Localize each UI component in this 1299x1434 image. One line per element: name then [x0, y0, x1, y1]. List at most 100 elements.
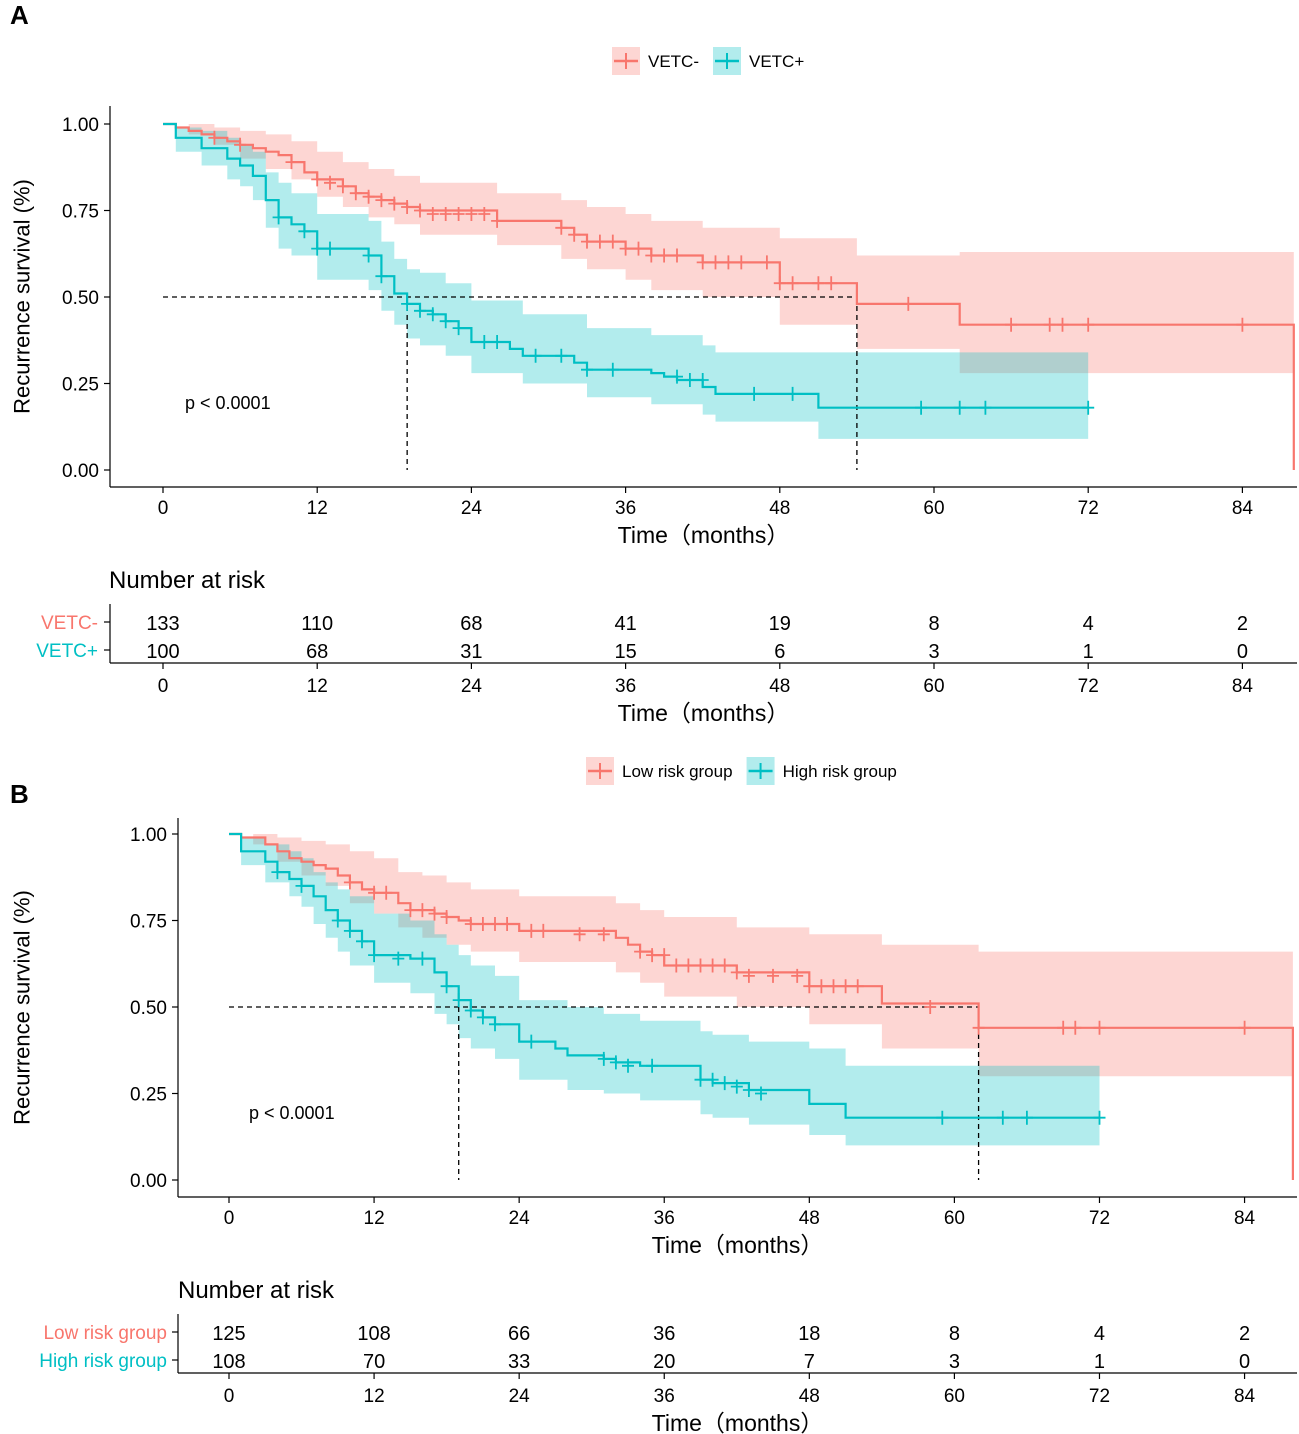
risk-count: 4: [1083, 613, 1094, 635]
censor-mark: [404, 903, 417, 918]
x-tick-label: 24: [509, 1208, 531, 1229]
censor-mark: [658, 948, 671, 963]
risk-table-title: Number at risk: [178, 1277, 335, 1304]
censor-mark: [295, 878, 308, 893]
censor-mark: [646, 1058, 659, 1073]
censor-mark: [388, 196, 401, 211]
risk-count: 66: [508, 1323, 530, 1345]
censor-mark: [634, 944, 647, 959]
censor-mark: [439, 314, 452, 329]
censor-mark: [428, 906, 441, 921]
censor-mark: [581, 362, 593, 377]
censor-mark: [336, 179, 349, 194]
risk-count: 2: [1239, 1323, 1250, 1345]
censor-mark: [646, 948, 659, 963]
risk-x-tick-label: 84: [1234, 1386, 1256, 1407]
censor-mark: [645, 248, 658, 263]
x-tick-label: 48: [799, 1208, 820, 1229]
censor-mark: [670, 958, 683, 973]
x-axis-title: Time（months）: [618, 522, 790, 548]
censor-mark: [525, 923, 538, 938]
censor-mark: [1057, 1020, 1070, 1035]
legend-label: VETC+: [749, 52, 804, 71]
censor-mark: [555, 348, 568, 363]
censor-mark: [767, 968, 779, 983]
censor-mark: [812, 276, 825, 291]
risk-count: 2: [1237, 613, 1248, 635]
risk-count: 133: [146, 613, 179, 635]
censor-mark: [491, 213, 504, 228]
censor-mark: [597, 1051, 610, 1066]
y-tick-label: 0.50: [130, 998, 167, 1019]
x-tick-label: 84: [1234, 1208, 1256, 1229]
risk-count: 8: [949, 1323, 960, 1345]
legend-item: High risk group: [746, 757, 897, 785]
censor-mark: [706, 958, 719, 973]
risk-count: 41: [614, 613, 636, 635]
legend: VETC- VETC+: [612, 47, 804, 75]
risk-count: 18: [798, 1323, 820, 1345]
censor-mark: [706, 1072, 719, 1087]
x-tick-label: 60: [923, 498, 944, 519]
risk-count: 110: [301, 613, 333, 635]
censor-mark: [839, 979, 852, 994]
censor-mark: [730, 1079, 743, 1094]
x-tick-label: 0: [224, 1208, 235, 1229]
censor-mark: [936, 1110, 949, 1125]
p-value: p < 0.0001: [249, 1103, 335, 1123]
censor-mark: [311, 172, 324, 187]
censor-mark: [718, 1076, 731, 1091]
risk-count: 3: [949, 1351, 960, 1373]
y-tick-label: 0.50: [62, 288, 99, 309]
censor-mark: [609, 1055, 622, 1070]
risk-x-tick-label: 60: [923, 676, 944, 697]
censor-mark: [529, 348, 542, 363]
y-tick-label: 0.25: [62, 375, 99, 396]
censor-mark: [730, 965, 743, 980]
censor-mark: [696, 255, 709, 270]
censor-mark: [439, 207, 452, 221]
censor-mark: [760, 255, 773, 270]
censor-mark: [1043, 317, 1056, 332]
legend-item: VETC-: [612, 47, 699, 75]
censor-mark: [464, 917, 477, 931]
censor-mark: [414, 303, 426, 318]
censor-mark: [331, 913, 344, 928]
risk-count: 31: [460, 641, 482, 663]
censor-mark: [489, 1017, 501, 1032]
x-tick-label: 72: [1078, 498, 1099, 519]
censor-mark: [773, 276, 786, 291]
censor-mark: [573, 927, 586, 942]
censor-mark: [786, 276, 799, 291]
risk-x-tick-label: 0: [158, 676, 169, 697]
censor-mark: [476, 917, 489, 931]
censor-mark: [491, 335, 504, 349]
risk-row-label: VETC-: [41, 613, 98, 634]
censor-mark: [368, 948, 381, 963]
confidence-band-group1: [163, 124, 1294, 374]
risk-x-tick-label: 36: [615, 676, 636, 697]
censor-mark: [414, 203, 426, 218]
censor-mark: [555, 220, 568, 235]
censor-mark: [285, 155, 298, 170]
censor-mark: [452, 207, 465, 221]
risk-table-title: Number at risk: [109, 567, 266, 594]
censor-mark: [1056, 317, 1069, 332]
censor-mark: [803, 979, 816, 994]
y-tick-label: 1.00: [130, 825, 167, 846]
risk-count: 7: [804, 1351, 815, 1373]
censor-mark: [1005, 317, 1018, 332]
risk-count: 15: [614, 641, 636, 663]
censor-mark: [568, 227, 581, 242]
censor-mark: [1069, 1020, 1082, 1035]
panel-b: B Low risk group High risk group 0.00 0.25 0.…: [10, 757, 1297, 1434]
risk-x-tick-label: 36: [654, 1386, 675, 1407]
censor-mark: [953, 400, 966, 415]
censor-mark: [1020, 1110, 1033, 1125]
censor-mark: [349, 186, 362, 201]
y-tick-label: 0.75: [130, 912, 167, 933]
risk-x-tick-label: 60: [944, 1386, 965, 1407]
risk-count: 108: [357, 1323, 390, 1345]
risk-count: 3: [928, 641, 939, 663]
